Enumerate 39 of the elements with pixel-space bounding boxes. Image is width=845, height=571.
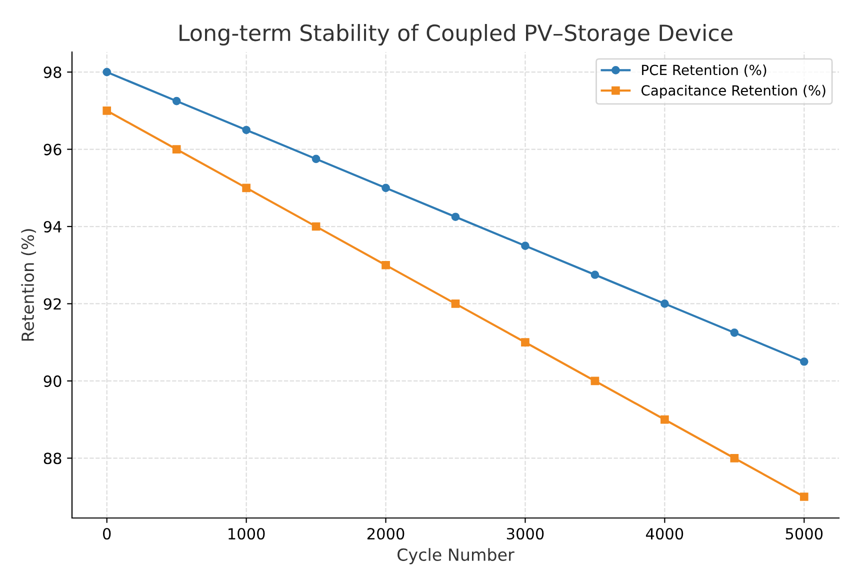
point xyxy=(451,300,460,308)
point xyxy=(102,106,112,115)
point xyxy=(521,338,530,346)
x-axis-title: Cycle Number xyxy=(398,548,514,564)
point xyxy=(172,145,181,154)
y-tick-label: 94 xyxy=(44,220,62,233)
point xyxy=(590,376,600,386)
point xyxy=(312,222,320,231)
legend-label: Capacitance Retention (%) xyxy=(641,84,826,98)
point xyxy=(312,154,320,164)
y-tick-label: 92 xyxy=(44,298,61,310)
point xyxy=(730,454,739,462)
point xyxy=(102,68,112,76)
y-tick-label: 90 xyxy=(44,375,62,387)
y-tick-label: 96 xyxy=(44,144,62,156)
chart-title: Long-term Stability of Coupled PV–Storage Device xyxy=(180,24,732,46)
x-tick-label: 0 xyxy=(103,528,111,540)
point xyxy=(382,260,390,270)
point xyxy=(242,126,250,134)
point xyxy=(800,357,808,366)
point xyxy=(800,492,808,501)
point xyxy=(382,184,390,192)
legend-label: PCE Retention (%) xyxy=(642,64,766,77)
x-tick-label: 2000 xyxy=(367,528,404,540)
x-tick-label: 5000 xyxy=(786,528,823,540)
point xyxy=(521,242,530,250)
y-axis-title: Retention (%) xyxy=(21,229,36,341)
x-tick-label: 1000 xyxy=(228,528,265,540)
y-tick-label: 98 xyxy=(44,66,62,78)
point xyxy=(660,300,669,308)
y-tick-label: 88 xyxy=(44,452,62,464)
point xyxy=(660,415,669,424)
point xyxy=(590,270,600,279)
point xyxy=(172,96,181,106)
x-tick-label: 3000 xyxy=(506,528,544,540)
point xyxy=(451,212,460,222)
x-tick-label: 4000 xyxy=(646,528,684,540)
point xyxy=(730,328,739,337)
point xyxy=(242,184,250,192)
